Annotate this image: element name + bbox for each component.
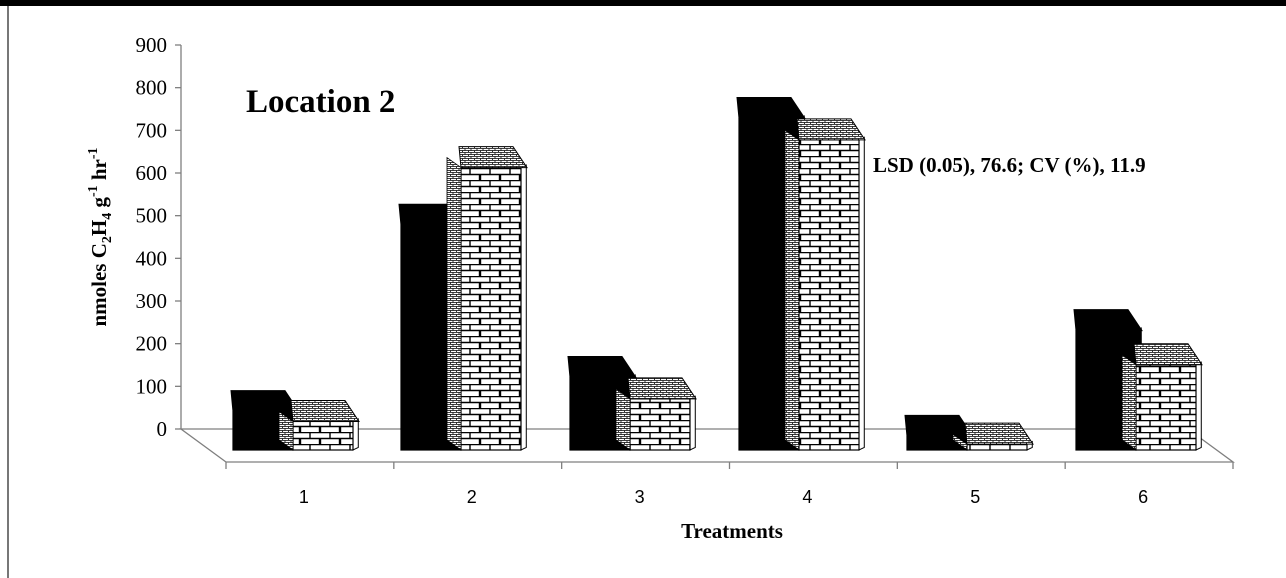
x-tick-label: 6 [1138, 487, 1148, 507]
y-tick-label: 200 [136, 332, 168, 356]
bar-front-face [798, 139, 860, 451]
y-tick-label: 500 [136, 204, 168, 228]
y-axis-title-sup: -1 [86, 185, 101, 197]
x-tick-label: 3 [635, 487, 645, 507]
y-tick-label: 300 [136, 289, 168, 313]
bar-side-face [689, 395, 696, 451]
y-tick-label: 0 [157, 417, 168, 441]
bar-marks [230, 97, 1203, 451]
bar-left-face [952, 433, 968, 451]
bar-top-face [964, 422, 1034, 445]
bar-front-face [292, 420, 354, 451]
bar [952, 422, 1034, 451]
y-axis-title-sub: 4 [100, 213, 115, 220]
y-tick-label: 400 [136, 246, 168, 270]
bar-side-face [1195, 361, 1202, 451]
y-tick-label: 600 [136, 161, 168, 185]
bar-front-face [629, 398, 691, 451]
x-axis-title: Treatments [681, 519, 783, 543]
bar [615, 377, 697, 451]
x-tick-label: 4 [802, 487, 812, 507]
bar-top-face [230, 390, 300, 413]
bar-side-face [352, 418, 359, 451]
bar-front-face [966, 443, 1028, 451]
y-tick-label: 700 [136, 118, 168, 142]
y-tick-label: 900 [136, 33, 168, 57]
bar-top-face [627, 377, 697, 400]
bar-top-face [904, 414, 974, 437]
y-tick-label: 100 [136, 374, 168, 398]
y-axis-title-part: H [87, 220, 111, 236]
bar [1121, 343, 1203, 451]
bar-front-face [1135, 364, 1197, 451]
bar-left-face [615, 388, 631, 451]
bar-top-face [736, 97, 806, 120]
stats-annotation: LSD (0.05), 76.6; CV (%), 11.9 [873, 153, 1146, 177]
x-tick-label: 2 [467, 487, 477, 507]
bar-left-face [784, 129, 800, 451]
bar-left-face [446, 156, 462, 451]
bar [446, 146, 528, 451]
x-tick-label: 1 [299, 487, 309, 507]
bar-side-face [520, 164, 527, 451]
y-axis-title-sub: 2 [100, 236, 115, 243]
y-axis-title-part: g [87, 197, 111, 213]
bar-top-face [567, 356, 637, 379]
bar [784, 118, 866, 451]
x-axis-ticks: 1 2 3 4 5 6 [225, 462, 1234, 507]
bar-top-face [290, 399, 360, 422]
bar-top-face [796, 118, 866, 141]
bar-left-face [1121, 353, 1137, 451]
x-tick-label: 5 [970, 487, 980, 507]
y-axis-title-sup: -1 [86, 147, 101, 159]
bar-top-face [1133, 343, 1203, 366]
bar-top-face [458, 146, 528, 169]
y-axis-title-part: nmoles C [87, 243, 111, 326]
y-axis-ticks: 0 100 200 300 400 500 600 700 800 900 [136, 33, 181, 441]
bar-side-face [858, 136, 865, 451]
bar [278, 399, 360, 451]
y-axis-title-part: hr [87, 159, 111, 185]
bar-top-face [1073, 309, 1143, 332]
bar-left-face [278, 410, 294, 451]
bar-front-face [460, 167, 522, 451]
y-axis-title: nmoles C2H4 g-1 hr-1 [86, 147, 115, 326]
y-tick-label: 800 [136, 76, 168, 100]
chart-title: Location 2 [246, 84, 395, 120]
